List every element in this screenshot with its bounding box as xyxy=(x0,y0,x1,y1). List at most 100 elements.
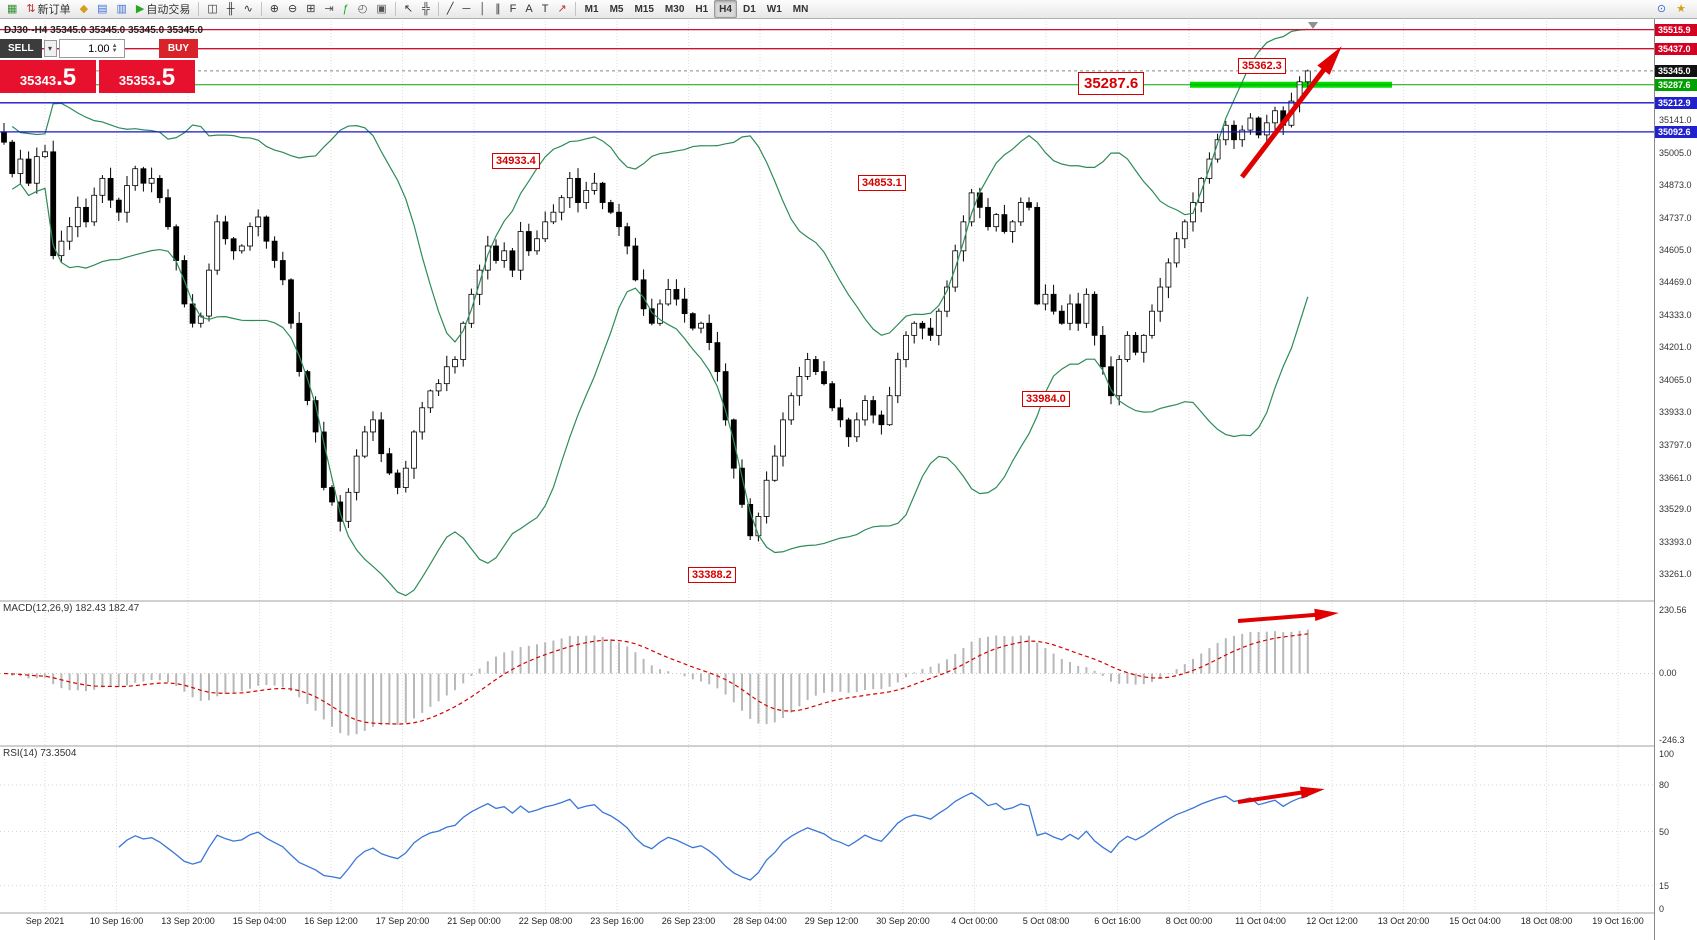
candlestick-chart-icon[interactable]: ◫ xyxy=(203,0,221,18)
price-tick-label: 34873.0 xyxy=(1659,179,1692,190)
search-icon-glyph: ⊙ xyxy=(1656,3,1667,15)
arrows-icon-glyph: ↗ xyxy=(557,3,567,15)
text-icon-glyph: A xyxy=(525,3,533,15)
tf-mn-button[interactable]: MN xyxy=(788,0,814,18)
channel-icon[interactable]: ∥ xyxy=(491,0,505,18)
line-chart-icon[interactable]: ∿ xyxy=(240,0,257,18)
fibonacci-icon-glyph: F xyxy=(509,3,517,15)
tf-w1-button[interactable]: W1 xyxy=(762,0,787,18)
volume-up-icon[interactable]: ▲ xyxy=(111,42,118,49)
time-label: 15 Oct 04:00 xyxy=(1449,916,1501,926)
market-watch-icon[interactable]: ▤ xyxy=(93,0,111,18)
autotrading-button-glyph: ▶ xyxy=(135,3,145,15)
vertical-line-icon[interactable]: │ xyxy=(475,0,490,18)
quick-access-icon[interactable]: ★ xyxy=(1672,0,1690,18)
templates-icon[interactable]: ▣ xyxy=(372,0,390,18)
price-tick-label: 33661.0 xyxy=(1659,472,1692,483)
price-annotation[interactable]: 34853.1 xyxy=(858,175,906,191)
fibonacci-icon[interactable]: F xyxy=(506,0,521,18)
toolbar-separator xyxy=(260,2,262,16)
search-icon[interactable]: ⊙ xyxy=(1653,0,1670,18)
zoom-out-icon[interactable]: ⊖ xyxy=(284,0,301,18)
horizontal-price-lines[interactable] xyxy=(0,28,1655,133)
time-label: 22 Sep 08:00 xyxy=(518,916,573,926)
volume-down-icon[interactable]: ▼ xyxy=(111,47,118,54)
tf-m5-button[interactable]: M5 xyxy=(605,0,629,18)
macd-scale-label: 230.56 xyxy=(1659,605,1687,615)
ohlc-bar-chart-icon-glyph: ╫ xyxy=(226,3,235,15)
time-label: 10 Sep 16:00 xyxy=(89,916,144,926)
panel-dividers xyxy=(0,600,1655,914)
tf-m5-button-label: M5 xyxy=(609,3,624,15)
tile-windows-icon[interactable]: ⊞ xyxy=(302,0,319,18)
price-annotation[interactable]: 33984.0 xyxy=(1022,391,1070,407)
price-annotation[interactable]: 33388.2 xyxy=(688,567,736,583)
rsi-line xyxy=(118,792,1308,881)
trade-panel-dropdown-icon[interactable]: ▾ xyxy=(43,40,57,57)
horizontal-line-icon[interactable]: ─ xyxy=(458,0,474,18)
buy-price-big-digits: .5 xyxy=(155,64,176,91)
text-icon[interactable]: A xyxy=(521,0,536,18)
tf-d1-button-label: D1 xyxy=(742,3,756,15)
volume-spinner: ▲ ▼ xyxy=(111,42,119,54)
buy-price-button[interactable]: 35353.5 xyxy=(99,60,195,93)
ohlc-bar-chart-icon[interactable]: ╫ xyxy=(223,0,239,18)
toolbar-separator xyxy=(394,2,396,16)
price-tick-label: 34737.0 xyxy=(1659,212,1692,223)
time-label: 26 Sep 23:00 xyxy=(661,916,716,926)
cursor-icon[interactable]: ↖ xyxy=(400,0,417,18)
tf-m30-button-label: M30 xyxy=(664,3,685,15)
toolbar-right-group: ⊙ ★ xyxy=(1653,0,1694,18)
favorites-icon[interactable]: ◆ xyxy=(76,0,92,18)
macd-panel-plot xyxy=(0,629,1655,736)
price-annotation[interactable]: 34933.4 xyxy=(492,153,540,169)
toolbar-separator xyxy=(198,2,200,16)
price-tick-label: 33933.0 xyxy=(1659,406,1692,417)
volume-input[interactable] xyxy=(59,42,112,55)
price-tick-label: 34333.0 xyxy=(1659,310,1692,321)
tf-m1-button-label: M1 xyxy=(584,3,599,15)
crosshair-icon[interactable]: ╬ xyxy=(418,0,434,18)
zoom-in-icon[interactable]: ⊕ xyxy=(266,0,283,18)
arrows-icon[interactable]: ↗ xyxy=(553,0,570,18)
main-toolbar: ▦ ⇅ 新订单 ◆ ▤ ▥ ▶ 自动交易 ◫ ╫ ∿ ⊕ ⊖ ⊞ ⇥ ƒ ◴ ▣ ↖ ╬ ╱ ─ │ ∥ F A T ↗ M1 M5 M15… xyxy=(0,0,1697,19)
periods-icon[interactable]: ◴ xyxy=(354,0,372,18)
trendline-icon[interactable]: ╱ xyxy=(443,0,458,18)
macd-arrow-head xyxy=(1314,608,1339,622)
price-tick-label: 33261.0 xyxy=(1659,569,1692,580)
price-tag: 35345.0 xyxy=(1655,64,1697,77)
annotations-layer: 34933.4 35362.3 35287.6 34853.1 33984.0 33388… xyxy=(0,19,1655,940)
autotrading-button[interactable]: ▶ 自动交易 xyxy=(132,0,194,18)
chart-canvas[interactable] xyxy=(0,19,1655,940)
tf-m15-button[interactable]: M15 xyxy=(629,0,658,18)
indicators-icon[interactable]: ƒ xyxy=(339,0,353,18)
new-chart-icon[interactable]: ▦ xyxy=(3,0,21,18)
tf-m30-button[interactable]: M30 xyxy=(660,0,689,18)
autotrading-button-label: 自动交易 xyxy=(146,4,191,16)
sell-price-button[interactable]: 35343.5 xyxy=(0,60,96,93)
buy-button[interactable]: BUY xyxy=(158,39,198,58)
tf-m1-button[interactable]: M1 xyxy=(580,0,604,18)
tf-h4-button[interactable]: H4 xyxy=(714,0,737,18)
rsi-label: RSI(14) 73.3504 xyxy=(3,748,77,759)
toolbar-left-group: ▦ ⇅ 新订单 ◆ ▤ ▥ ▶ 自动交易 ◫ ╫ ∿ ⊕ ⊖ ⊞ ⇥ ƒ ◴ ▣ ↖ ╬ ╱ ─ │ ∥ F A T ↗ M1 M5 M15… xyxy=(3,0,813,18)
new-order-button[interactable]: ⇅ 新订单 xyxy=(22,0,74,18)
trend-arrow xyxy=(1240,57,1334,179)
trend-arrows[interactable] xyxy=(1237,46,1342,804)
price-annotation[interactable]: 35287.6 xyxy=(1078,72,1145,95)
price-annotation[interactable]: 35362.3 xyxy=(1238,58,1286,74)
price-tick-label: 33797.0 xyxy=(1659,439,1692,450)
auto-scroll-icon[interactable]: ⇥ xyxy=(320,0,337,18)
price-tick-label: 35005.0 xyxy=(1659,148,1692,159)
data-window-icon[interactable]: ▥ xyxy=(113,0,131,18)
rsi-arrow xyxy=(1237,789,1313,804)
price-tag: 35437.0 xyxy=(1655,42,1697,55)
tf-d1-button[interactable]: D1 xyxy=(738,0,761,18)
sell-button[interactable]: SELL xyxy=(0,39,42,58)
time-label: 13 Oct 20:00 xyxy=(1377,916,1430,926)
tf-h1-button[interactable]: H1 xyxy=(690,0,713,18)
time-label: 15 Sep 04:00 xyxy=(232,916,287,926)
rsi-scale-label: 0 xyxy=(1659,904,1665,914)
label-icon[interactable]: T xyxy=(538,0,553,18)
buy-price-small-digits: 35353 xyxy=(118,73,156,88)
